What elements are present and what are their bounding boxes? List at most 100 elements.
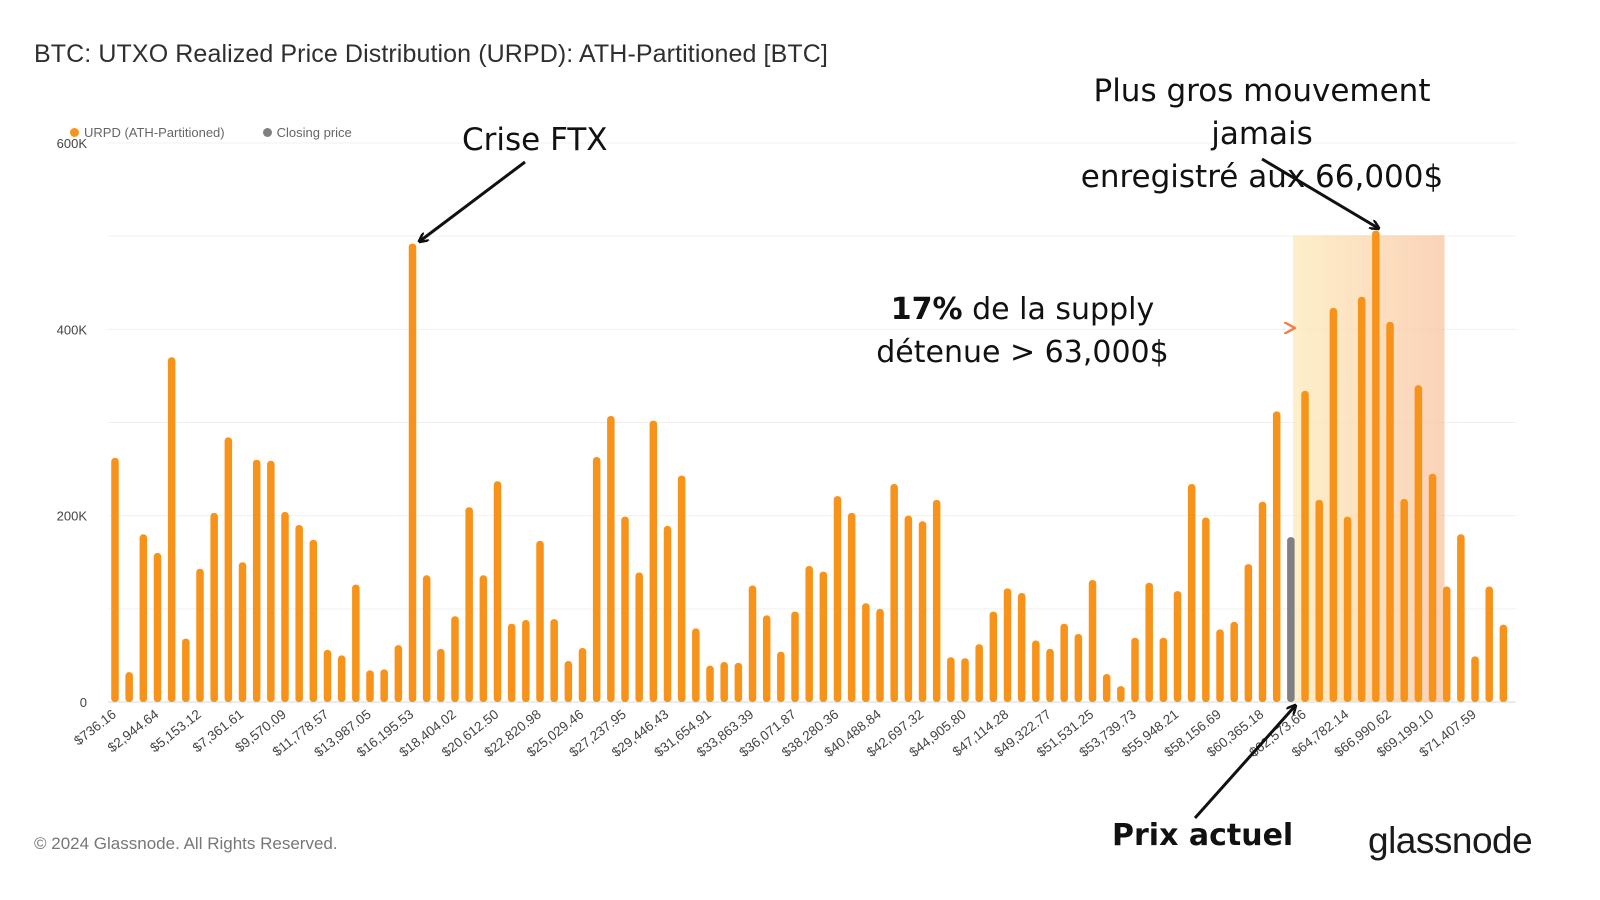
- bar: [592, 456, 601, 702]
- bar: [1315, 499, 1323, 702]
- max-move-arrow: [1261, 157, 1378, 228]
- bar: [267, 460, 275, 702]
- bar: [1357, 296, 1366, 702]
- bar: [550, 619, 558, 702]
- bar: [961, 658, 969, 702]
- bar: [1088, 579, 1097, 702]
- bar: [720, 661, 728, 702]
- bar: [607, 415, 615, 702]
- supply-line2: détenue > 63,000$: [876, 335, 1169, 370]
- max-move-line1: Plus gros mouvement jamais: [1093, 73, 1431, 152]
- bar: [890, 483, 898, 702]
- bar: [932, 499, 941, 702]
- bar: [677, 475, 686, 702]
- bar: [507, 623, 516, 702]
- current-price-arrow: [1193, 706, 1295, 819]
- bar: [1386, 321, 1394, 702]
- max-move-annotation: Plus gros mouvement jamais enregistré au…: [1040, 70, 1484, 199]
- bar: [1457, 534, 1465, 702]
- current-price-annotation: Prix actuel: [1112, 818, 1294, 853]
- bar: [1244, 564, 1253, 702]
- bar: [493, 481, 502, 702]
- bar: [182, 638, 190, 702]
- bar: [1485, 586, 1493, 702]
- bar: [1428, 473, 1437, 702]
- bar: [451, 616, 459, 702]
- legend: URPD (ATH-Partitioned) Closing price: [70, 125, 352, 140]
- bar: [1216, 629, 1224, 702]
- bar: [408, 243, 417, 702]
- bar: [734, 662, 743, 702]
- bar: [791, 611, 799, 702]
- bar: [762, 615, 771, 702]
- bar: [663, 525, 672, 702]
- bar: [876, 608, 884, 702]
- legend-item-closing[interactable]: Closing price: [262, 125, 352, 140]
- bar: [847, 512, 856, 702]
- x-axis: $736.16$2,944.64$5,153.12$7,361.61$9,570…: [71, 706, 1479, 760]
- bar: [1159, 637, 1168, 702]
- legend-closing-label: Closing price: [276, 125, 352, 140]
- bar: [947, 657, 955, 702]
- bar: [1131, 637, 1139, 702]
- bar: [805, 565, 813, 702]
- bar: [1060, 623, 1068, 702]
- bar: [1400, 498, 1408, 702]
- glassnode-logo: glassnode: [1368, 820, 1533, 861]
- bar: [1442, 586, 1451, 702]
- legend-item-urpd[interactable]: URPD (ATH-Partitioned): [70, 125, 225, 140]
- bar: [1499, 624, 1508, 702]
- bar: [111, 457, 119, 702]
- bar: [1102, 674, 1111, 702]
- bar: [635, 572, 643, 702]
- y-tick-label: 600K: [57, 136, 88, 151]
- bar: [522, 620, 530, 702]
- max-move-line2: enregistré aux 66,000$: [1080, 159, 1444, 195]
- bar: [1074, 633, 1083, 702]
- bar: [380, 669, 388, 702]
- bar: [819, 571, 828, 702]
- bar: [465, 507, 473, 702]
- bar: [210, 512, 218, 702]
- bar: [1173, 591, 1182, 702]
- bar: [536, 540, 544, 702]
- bar: [975, 644, 983, 702]
- supply-annotation: 17% de la supply détenue > 63,000$: [870, 288, 1175, 374]
- bar: [1202, 517, 1210, 702]
- bar: [1372, 230, 1380, 702]
- bar: [1187, 483, 1196, 702]
- bar: [649, 420, 658, 702]
- bar: [1414, 385, 1423, 702]
- bar: [323, 649, 332, 702]
- bar: [777, 651, 785, 702]
- bar: [309, 539, 318, 702]
- bar: [989, 611, 998, 702]
- bar: [621, 516, 629, 702]
- bar: [1046, 648, 1054, 702]
- ftx-arrow: [420, 160, 526, 241]
- bar: [196, 568, 204, 702]
- y-axis: 0 200K 400K 600K: [57, 136, 88, 710]
- bar: [904, 515, 913, 702]
- bar: [139, 534, 148, 702]
- bar: [1471, 656, 1479, 702]
- bar: [281, 511, 289, 702]
- bar: [692, 628, 700, 702]
- bar: [295, 524, 303, 702]
- bar: [479, 575, 488, 702]
- bar: [1117, 686, 1125, 702]
- bar: [394, 645, 403, 702]
- bar: [1329, 307, 1338, 702]
- bar: [1301, 390, 1309, 702]
- bar: [366, 670, 374, 702]
- bar: [238, 562, 247, 702]
- bar: [1343, 516, 1352, 702]
- legend-urpd-label: URPD (ATH-Partitioned): [84, 125, 225, 140]
- grid-lines: [108, 142, 1516, 703]
- chart-title: BTC: UTXO Realized Price Distribution (U…: [34, 40, 828, 68]
- bar: [337, 655, 346, 702]
- bar: [224, 437, 233, 702]
- supply-percent: 17%: [890, 292, 963, 327]
- bar: [1003, 588, 1012, 702]
